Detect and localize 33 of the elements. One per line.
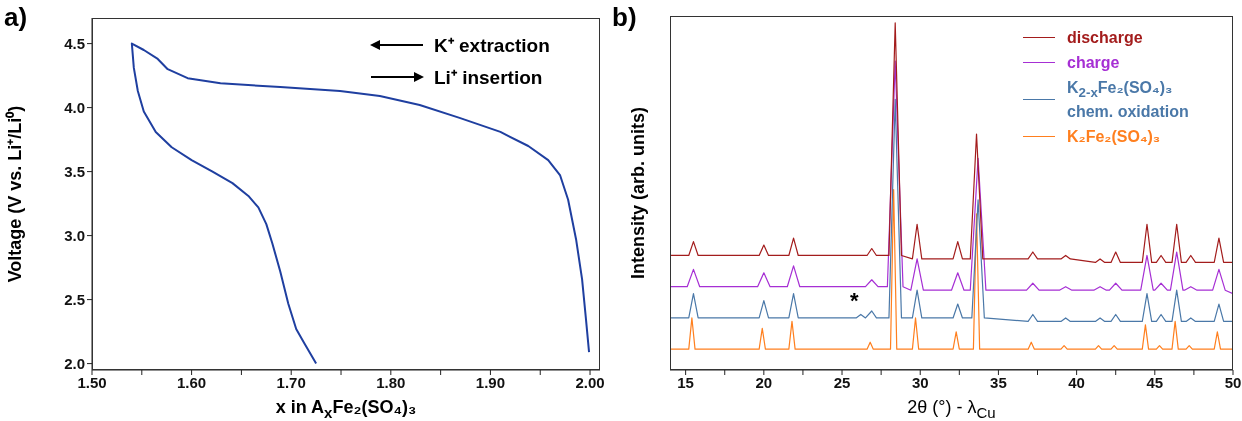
y-tick-label: 4.0: [64, 98, 85, 116]
x-tick-label: 30: [911, 373, 929, 391]
y-tick-label: 4.5: [64, 34, 85, 52]
x-tick-label: 1.50: [77, 373, 107, 391]
x-tick-label: 2.00: [575, 373, 605, 391]
legend-label: K$_{2-x}$Fe₂(SO₄)₃ chem. oxidation: [1067, 78, 1190, 122]
x-tick-label: 40: [1068, 373, 1085, 391]
x-tick-label: 50: [1224, 373, 1242, 391]
annotation: K⁺ extraction: [434, 34, 550, 58]
x-axis-title: x in A$_{x}$Fe₂(SO₄)₃: [274, 397, 418, 421]
y-axis-title: Voltage (V vs. Li⁺/Li⁰): [4, 105, 26, 283]
y-tick-label: 2.5: [64, 290, 85, 308]
y-tick-label: 2.0: [64, 354, 85, 372]
legend-label: discharge: [1067, 28, 1143, 47]
x-tick-label: 1.90: [475, 373, 506, 391]
x-tick-label: 25: [833, 373, 851, 391]
x-tick-label: 15: [677, 373, 694, 391]
x-tick-label: 20: [755, 373, 773, 391]
x-tick-label: 1.70: [276, 373, 306, 391]
legend-label: charge: [1067, 53, 1120, 72]
chart-title: b): [612, 2, 637, 33]
x-tick-label: 1.80: [376, 373, 406, 391]
x-tick-label: 35: [990, 373, 1007, 391]
annotation: Li⁺ insertion: [434, 66, 543, 90]
annotation: *: [850, 288, 859, 314]
x-axis-title: 2θ (°) - λ$_{Cu}$: [906, 397, 997, 421]
x-tick-label: 1.60: [177, 373, 207, 391]
y-tick-label: 3.0: [64, 226, 85, 244]
x-tick-label: 45: [1146, 373, 1164, 391]
legend-label: K₂Fe₂(SO₄)₃: [1067, 127, 1161, 147]
y-tick-label: 3.5: [64, 162, 85, 180]
y-axis-title: Intensity (arb. units): [627, 106, 649, 280]
chart-title: a): [4, 2, 28, 33]
